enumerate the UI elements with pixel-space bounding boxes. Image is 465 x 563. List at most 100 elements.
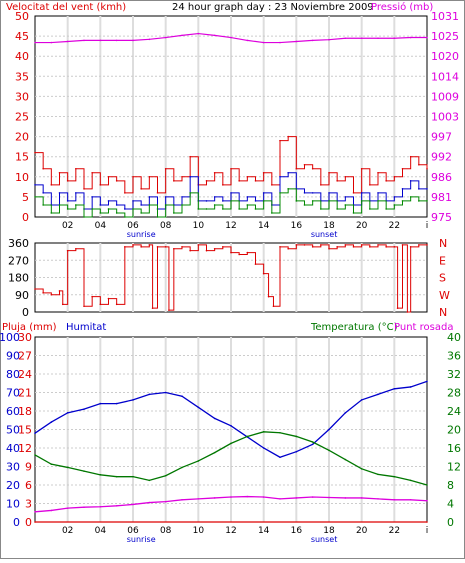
series-gust-point (262, 171, 265, 174)
series-low-point (311, 200, 314, 202)
series-gust-point (58, 171, 61, 174)
series-punt-rosada-point (262, 496, 265, 498)
series-humitat-point (34, 432, 36, 435)
series-average-point (91, 196, 93, 198)
series-humitat-point (132, 399, 134, 401)
wind-ytick-label: 30 (15, 90, 29, 103)
rain-ytick-label: 0 (25, 516, 32, 529)
series-average-point (393, 196, 396, 198)
series-gust-point (328, 171, 330, 174)
series-low-point (173, 212, 175, 214)
series-gust-point (164, 167, 167, 170)
series-humitat-point (409, 386, 412, 388)
series-average-point (360, 192, 363, 194)
series-direction-point (213, 247, 216, 250)
series-low-point (409, 196, 412, 198)
temperature-ytick-label: 12 (447, 461, 461, 474)
wind-ytick-label: 10 (15, 171, 29, 184)
series-direction-point (173, 247, 175, 250)
series-pressi--point (246, 39, 249, 42)
series-direction-point (197, 244, 200, 246)
series-average-point (426, 188, 428, 190)
series-average-point (34, 184, 36, 186)
series-average-point (213, 196, 216, 198)
series-pressi--point (262, 41, 265, 44)
pressure-ytick-label: 986 (431, 171, 452, 184)
series-gust-point (99, 184, 102, 186)
series-punt-rosada-point (99, 505, 102, 508)
pressure-axis-title: Pressió (mb) (371, 1, 433, 13)
compass-label: S (439, 272, 446, 285)
pressure-ytick-label: 1031 (431, 10, 459, 23)
series-average-point (115, 204, 118, 206)
series-humitat-point (393, 388, 396, 390)
series-direction-point (393, 246, 396, 248)
wind-xtick-label: 04 (95, 221, 107, 231)
series-temperatura-point (164, 474, 167, 477)
direction-ytick-label: 360 (8, 237, 29, 250)
series-direction-point (151, 307, 154, 309)
series-punt-rosada-point (377, 498, 379, 500)
series-direction-point (99, 303, 102, 306)
series-punt-rosada-point (279, 498, 281, 500)
series-low-point (418, 200, 420, 202)
series-punt-rosada-point (344, 497, 347, 499)
wind-xtick-label: 20 (356, 221, 368, 231)
series-gust-point (279, 139, 281, 142)
series-gust-point (42, 167, 44, 170)
wind-xtick-label: 10 (193, 221, 205, 231)
rain-axis-title: Pluja (mm) (2, 322, 57, 333)
pressure-ytick-label: 975 (431, 211, 452, 224)
series-low-point (328, 200, 330, 202)
series-temperatura-point (34, 454, 36, 456)
series-average-point (205, 200, 208, 202)
series-low-point (222, 208, 224, 210)
direction-ytick-label: 180 (8, 272, 29, 285)
wind-xtick-label: 12 (225, 221, 236, 231)
series-punt-rosada-point (426, 499, 428, 502)
series-gust-point (393, 176, 396, 178)
series-low-point (262, 200, 265, 202)
series-direction-point (107, 297, 110, 300)
series-punt-rosada-point (115, 505, 118, 507)
series-pressi--point (115, 39, 118, 42)
series-average-point (42, 192, 44, 194)
series-low-point (132, 208, 134, 210)
series-temperatura-point (279, 431, 281, 434)
humidity-ytick-label: 70 (6, 387, 20, 400)
series-low-point (75, 204, 77, 206)
humidity-xtick-label: 12 (225, 526, 236, 536)
series-low-point (360, 200, 363, 202)
series-gust-point (156, 192, 159, 194)
series-punt-rosada-point (295, 497, 298, 499)
wind-ytick-label: 5 (22, 191, 29, 204)
series-average-point (418, 188, 420, 190)
series-pressi--point (377, 37, 379, 40)
series-low-point (369, 208, 371, 210)
series-direction-point (344, 244, 347, 246)
series-gust-point (213, 171, 216, 174)
direction-ytick-label: 0 (22, 306, 29, 319)
rain-ytick-label: 27 (18, 350, 32, 363)
series-gust-point (254, 180, 257, 182)
series-temperatura-point (328, 449, 330, 452)
wind-xtick-label: 06 (127, 221, 139, 231)
humidity-sunrise-label: sunrise (127, 535, 156, 544)
series-gust-point (369, 184, 371, 186)
series-average-point (132, 200, 134, 202)
series-humitat-point (83, 408, 85, 410)
series-pressi--point (279, 41, 281, 44)
series-pressi--point (360, 37, 363, 40)
series-direction-point (369, 246, 371, 248)
series-direction-line (35, 244, 427, 313)
series-temperatura-point (246, 435, 249, 438)
series-direction-point (246, 251, 249, 254)
series-gust-point (222, 184, 224, 186)
series-direction-point (42, 292, 44, 294)
series-direction-point (222, 246, 224, 248)
series-low-point (115, 212, 118, 214)
series-temperatura-point (66, 466, 69, 469)
series-gust-point (230, 167, 232, 170)
